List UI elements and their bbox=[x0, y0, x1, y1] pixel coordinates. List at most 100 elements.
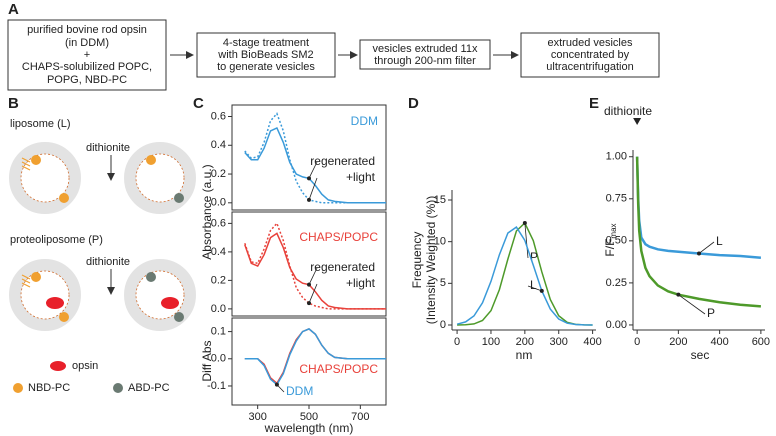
reagent-label: dithionite bbox=[86, 256, 130, 268]
step-text: with BioBeads SM2 bbox=[217, 49, 313, 61]
diagram-label: liposome (L) bbox=[10, 118, 71, 130]
y-tick-label: 0.50 bbox=[606, 235, 627, 247]
series-label: L bbox=[716, 234, 723, 248]
leader-dot bbox=[697, 251, 701, 256]
vesicle bbox=[124, 259, 196, 331]
series-label: P bbox=[530, 250, 538, 264]
step-box bbox=[359, 39, 491, 70]
legend-label: ABD-PC bbox=[128, 382, 170, 394]
y-tick-label: 0.0 bbox=[211, 353, 226, 365]
y-tick-label: 0.0 bbox=[211, 303, 226, 315]
x-tick-label: 0 bbox=[454, 336, 460, 348]
annotation-arrow bbox=[633, 118, 642, 125]
series-line bbox=[456, 226, 593, 326]
leader-dot bbox=[307, 301, 311, 306]
y-tick-label: 0.1 bbox=[211, 326, 226, 338]
leader-dot bbox=[307, 176, 311, 181]
annotation: dithionite bbox=[604, 104, 652, 118]
step-text: vesicles extruded 11x bbox=[373, 43, 478, 55]
x-tick-label: 700 bbox=[351, 411, 369, 423]
y-axis-label: (Intensity Weighted (%)) bbox=[424, 196, 438, 325]
annotation: CHAPS/POPC bbox=[299, 230, 378, 244]
reagent-label: dithionite bbox=[86, 142, 130, 154]
step-text: through 200-nm filter bbox=[374, 55, 476, 67]
leader-dot bbox=[522, 221, 527, 225]
step-text: CHAPS-solubilized POPC, bbox=[22, 61, 152, 73]
x-tick-label: 600 bbox=[752, 336, 770, 348]
y-tick-label: 0.6 bbox=[211, 110, 226, 122]
y-tick-label: 0.4 bbox=[211, 139, 226, 151]
leader-dot bbox=[307, 197, 311, 202]
series-line bbox=[635, 156, 762, 259]
y-tick-label: 0.00 bbox=[606, 319, 627, 331]
leader-line bbox=[308, 177, 318, 201]
series-line bbox=[244, 221, 386, 310]
y-axis-label: Diff Abs bbox=[200, 340, 214, 381]
step-box bbox=[196, 32, 336, 78]
step-text: to generate vesicles bbox=[217, 61, 315, 73]
y-tick-label: 5 bbox=[440, 277, 446, 289]
annotation: DDM bbox=[351, 114, 378, 128]
leader-dot bbox=[539, 288, 544, 293]
panel-label: E bbox=[589, 95, 599, 112]
x-tick-label: 300 bbox=[550, 336, 568, 348]
y-axis-label: Absorbance (a.u.) bbox=[200, 164, 214, 259]
flowchart: purified bovine rod opsin (in DDM) + CHA… bbox=[7, 19, 660, 91]
series-label: L bbox=[530, 278, 537, 292]
panel-label: D bbox=[408, 95, 419, 112]
legend-swatch bbox=[50, 361, 66, 371]
y-tick-label: 0.4 bbox=[211, 246, 226, 258]
legend-swatch bbox=[13, 383, 23, 393]
x-tick-label: 100 bbox=[482, 336, 500, 348]
leader-dot bbox=[274, 382, 279, 387]
step-text: (in DDM) bbox=[65, 37, 109, 49]
legend-swatch bbox=[113, 383, 123, 393]
step-text: POPG, NBD-PC bbox=[47, 74, 127, 86]
leader-line bbox=[678, 294, 706, 315]
series-label: regenerated bbox=[310, 260, 375, 274]
legend-label: opsin bbox=[72, 360, 98, 372]
x-axis-label: nm bbox=[516, 348, 533, 362]
x-tick-label: 200 bbox=[669, 336, 687, 348]
series-line bbox=[244, 328, 386, 386]
x-tick-label: 400 bbox=[710, 336, 728, 348]
vesicle bbox=[124, 142, 196, 214]
leader-dot bbox=[307, 282, 311, 287]
panel-label: B bbox=[8, 95, 19, 112]
step-box bbox=[7, 19, 167, 91]
vesicle bbox=[9, 259, 81, 331]
series-line bbox=[244, 112, 386, 204]
leader-line bbox=[308, 161, 318, 179]
step-text: 4-stage treatment bbox=[223, 37, 309, 49]
step-text: purified bovine rod opsin bbox=[27, 24, 147, 36]
step-text: ultracentrifugation bbox=[546, 61, 633, 73]
series-label: +light bbox=[346, 170, 376, 184]
step-text: concentrated by bbox=[551, 49, 630, 61]
leader-line bbox=[527, 285, 542, 292]
diagram-label: proteoliposome (P) bbox=[10, 234, 103, 246]
x-axis-label: wavelength (nm) bbox=[264, 421, 354, 435]
y-axis-label-main: F/F bbox=[603, 239, 617, 257]
x-tick-label: 300 bbox=[248, 411, 266, 423]
y-tick-label: 0.6 bbox=[211, 217, 226, 229]
chart: 0.0 0.2 0.4 0.6 CHAPS/POPC regenerated +light bbox=[211, 211, 387, 317]
vesicle bbox=[9, 142, 81, 214]
legend-label: NBD-PC bbox=[28, 382, 70, 394]
leader-line bbox=[698, 241, 715, 254]
x-tick-label: 500 bbox=[300, 411, 318, 423]
chart: 0.00 0.25 0.50 0.75 1.00 0 200 400 600 sec F/Fmax d… bbox=[603, 104, 770, 362]
plot-frame bbox=[231, 104, 387, 211]
y-tick-label: 15 bbox=[434, 194, 446, 206]
series-label: DDM bbox=[286, 384, 313, 398]
y-axis-label-main: Absorbance (a.u.) bbox=[200, 164, 214, 259]
step-text: extruded vesicles bbox=[548, 37, 633, 49]
y-tick-label: 1.00 bbox=[606, 151, 627, 163]
leader-line bbox=[524, 222, 529, 259]
series-label: regenerated bbox=[310, 154, 375, 168]
leader-dot bbox=[676, 292, 681, 297]
diagram: liposome (L) dithionite proteoliposome (… bbox=[9, 118, 196, 394]
leader-line bbox=[308, 283, 318, 304]
y-axis-label-main: Diff Abs bbox=[200, 340, 214, 381]
